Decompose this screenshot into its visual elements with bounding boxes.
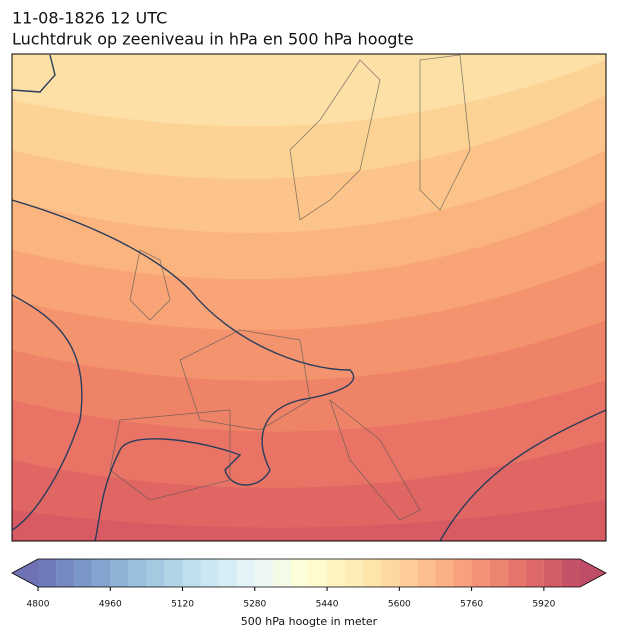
colorbar-segment xyxy=(363,559,382,587)
colorbar-segment xyxy=(309,559,328,587)
colorbar-tick-label: 5280 xyxy=(243,600,266,610)
colorbar-outline xyxy=(11,558,607,588)
title-line: Luchtdruk op zeeniveau in hPa en 500 hPa… xyxy=(12,30,414,49)
colorbar-segment xyxy=(453,559,472,587)
colorbar-tick-label: 5120 xyxy=(171,600,194,610)
colorbar-segment xyxy=(543,559,562,587)
colorbar-segment xyxy=(200,559,219,587)
colorbar-segment xyxy=(290,559,309,587)
colorbar-segment xyxy=(254,559,273,587)
colorbar-tick-label: 5440 xyxy=(316,600,339,610)
colorbar-segment xyxy=(218,559,237,587)
colorbar-tick-label: 5920 xyxy=(532,600,555,610)
colorbar-segment xyxy=(110,559,129,587)
colorbar-segment xyxy=(417,559,436,587)
contour-band xyxy=(12,500,606,541)
map-frame xyxy=(11,53,607,542)
colorbar-segment xyxy=(561,559,580,587)
colorbar-label: 500 hPa hoogte in meter xyxy=(241,615,378,628)
colorbar-extend xyxy=(12,559,38,587)
colorbar-segment xyxy=(236,559,255,587)
colorbar-segment xyxy=(128,559,147,587)
colorbar-segment xyxy=(489,559,508,587)
colorbar-segment xyxy=(56,559,75,587)
colorbar-segment xyxy=(525,559,544,587)
colorbar-tick-label: 4960 xyxy=(99,600,122,610)
colorbar: 4800 4960 5120 5280 5440 5600 5760 5920 xyxy=(11,558,607,610)
colorbar-tick-label: 5760 xyxy=(460,600,483,610)
colorbar-segment xyxy=(507,559,526,587)
colorbar-tick-label: 4800 xyxy=(27,600,50,610)
colorbar-segment xyxy=(272,559,291,587)
colorbar-extend xyxy=(580,559,606,587)
title-line: 11-08-1826 12 UTC xyxy=(12,9,167,28)
colorbar-segment xyxy=(146,559,165,587)
colorbar-segment xyxy=(381,559,400,587)
coastline xyxy=(109,54,471,521)
colorbar-segment xyxy=(92,559,111,587)
colorbar-segment xyxy=(327,559,346,587)
contour-band xyxy=(12,440,606,541)
colorbar-segment xyxy=(471,559,490,587)
map xyxy=(12,54,606,541)
colorbar-tick-label: 5600 xyxy=(388,600,411,610)
colorbar-segment xyxy=(164,559,183,587)
colorbar-segment xyxy=(74,559,93,587)
colorbar-segment xyxy=(435,559,454,587)
colorbar-segment xyxy=(182,559,201,587)
colorbar-segment xyxy=(38,559,57,587)
colorbar-segment xyxy=(399,559,418,587)
colorbar-segment xyxy=(345,559,364,587)
isobar xyxy=(12,54,606,541)
